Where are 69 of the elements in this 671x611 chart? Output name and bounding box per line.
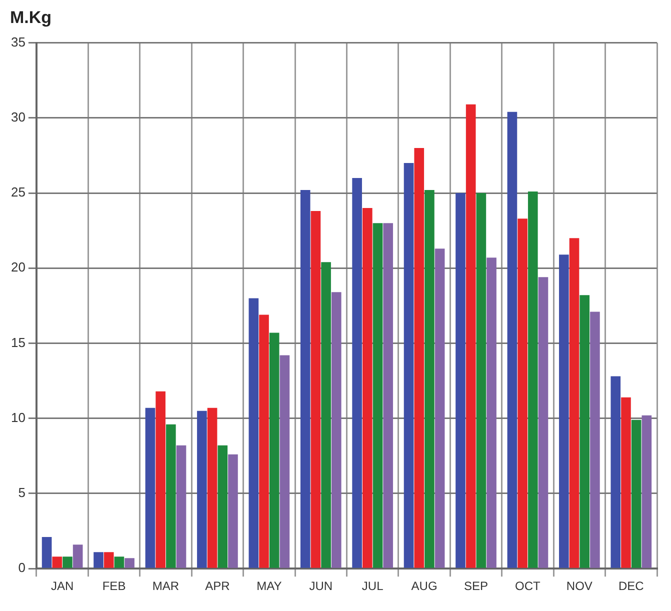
bar [383, 223, 394, 568]
bar [321, 262, 331, 568]
bar [424, 190, 434, 568]
bar [372, 223, 383, 568]
y-tick-label: 25 [10, 184, 26, 200]
y-tick-label: 0 [18, 560, 26, 576]
y-tick-label: 35 [10, 34, 26, 50]
bar [528, 192, 538, 568]
bar [434, 248, 445, 568]
bar [631, 420, 642, 568]
bar [456, 193, 466, 568]
bar [259, 314, 269, 568]
bar [52, 556, 62, 568]
bar [621, 397, 631, 568]
bar [176, 445, 186, 568]
bar [72, 544, 83, 568]
y-tick-label: 15 [10, 334, 26, 350]
bar [610, 376, 621, 568]
bar [352, 178, 362, 568]
bar [331, 292, 342, 568]
y-tick-label: 30 [10, 109, 26, 124]
bar [580, 295, 590, 568]
bar [156, 391, 166, 568]
bar [300, 190, 310, 568]
x-tick-label: MAY [256, 579, 282, 594]
bar [269, 332, 280, 568]
bar [218, 445, 228, 568]
bar [310, 211, 321, 568]
bar [559, 254, 569, 568]
x-tick-label: APR [205, 579, 230, 594]
bar [114, 556, 124, 568]
y-tick-label: 20 [10, 260, 26, 275]
bar [145, 408, 156, 568]
bar [404, 162, 414, 568]
bar [207, 408, 218, 568]
bar [104, 552, 114, 568]
bar [94, 552, 104, 568]
x-tick-label: JUN [309, 579, 333, 594]
bar [197, 410, 207, 568]
bar [414, 148, 424, 568]
bar [280, 355, 290, 568]
bar [42, 537, 52, 568]
x-tick-label: OCT [515, 579, 542, 594]
bar [507, 112, 518, 568]
x-tick-label: DEC [618, 579, 644, 594]
x-tick-label: MAR [152, 579, 180, 594]
bar [538, 277, 548, 568]
y-tick-label: 10 [10, 410, 26, 425]
bar [228, 454, 238, 568]
x-tick-label: JUL [362, 579, 384, 594]
bar [590, 312, 600, 568]
bar [476, 193, 486, 568]
y-tick-label: 5 [18, 485, 26, 500]
bar [62, 556, 72, 568]
y-axis-title: M.Kg [10, 8, 53, 29]
bar [166, 424, 176, 568]
bar [466, 104, 476, 568]
x-tick-label: JAN [50, 579, 74, 594]
bar [518, 218, 528, 568]
bar [569, 238, 580, 568]
bar [642, 415, 652, 568]
bar [124, 558, 134, 568]
x-tick-label: AUG [411, 579, 438, 594]
bar [248, 298, 259, 568]
x-tick-label: NOV [566, 579, 592, 594]
bar [362, 208, 372, 568]
bar [486, 258, 496, 568]
x-tick-label: SEP [464, 579, 488, 594]
x-tick-label: FEB [102, 579, 126, 594]
